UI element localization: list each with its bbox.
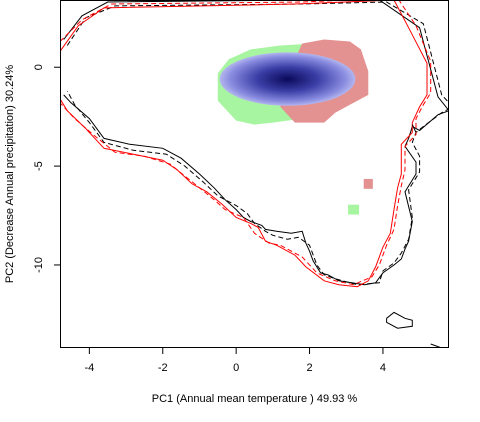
y-tick-label: -10 <box>33 257 45 273</box>
small-patch-1 <box>348 204 360 215</box>
environmental-envelope-contours <box>60 0 449 348</box>
niche-blue-core <box>219 52 356 106</box>
contour-red-solid-2 <box>60 0 428 288</box>
niche-density-regions <box>217 39 373 215</box>
x-tick-label: 4 <box>380 362 386 374</box>
y-tick-label: 0 <box>33 64 45 70</box>
plot-frame <box>60 0 449 348</box>
contour-black-dashed-1 <box>66 1 449 286</box>
contour-red-dashed-3 <box>60 0 432 286</box>
y-axis: 0 -5 -10 <box>33 64 60 273</box>
contour-black-solid-6 <box>411 124 417 133</box>
x-tick-label: 0 <box>233 362 239 374</box>
x-axis-label: PC1 (Annual mean temperature ) 49.93 % <box>152 393 358 405</box>
contour-black-solid-4 <box>386 311 413 329</box>
y-axis-label: PC2 (Decrease Annual precipitation) 30.2… <box>4 65 16 284</box>
contour-black-solid-0 <box>63 0 449 286</box>
x-axis: -4 -2 0 2 4 <box>84 348 386 374</box>
x-tick-label: -4 <box>84 362 94 374</box>
x-tick-label: 2 <box>306 362 312 374</box>
x-tick-label: -2 <box>158 362 168 374</box>
small-patch-0 <box>363 178 373 189</box>
y-tick-label: -5 <box>33 161 45 171</box>
